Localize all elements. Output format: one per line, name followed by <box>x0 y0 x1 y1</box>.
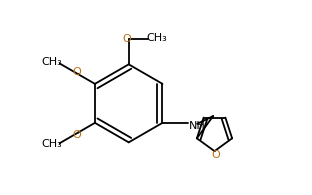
Text: O: O <box>211 150 220 160</box>
Text: O: O <box>73 129 81 140</box>
Text: CH₃: CH₃ <box>41 57 62 67</box>
Text: O: O <box>122 34 131 44</box>
Text: NH: NH <box>189 121 206 131</box>
Text: CH₃: CH₃ <box>146 33 167 43</box>
Text: O: O <box>73 67 81 77</box>
Text: CH₃: CH₃ <box>41 139 62 149</box>
